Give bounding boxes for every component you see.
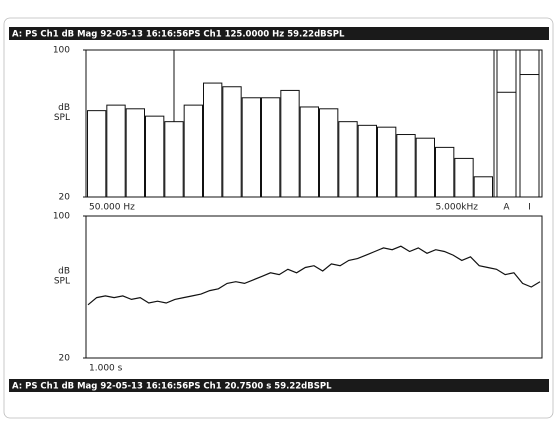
y-axis-label: SPL	[54, 113, 70, 123]
bar	[183, 104, 204, 198]
header-bar	[9, 27, 549, 40]
y-tick-label: 20	[59, 193, 71, 203]
header-text: A: PS Ch1 dB Mag 92-05-13 16:16:56PS Ch1…	[12, 30, 345, 40]
bar	[222, 86, 242, 198]
bar	[519, 74, 540, 198]
bar	[280, 89, 300, 198]
meter-box	[519, 49, 540, 198]
y-axis-label: dB	[58, 103, 70, 113]
plot-frame	[493, 49, 543, 198]
y-tick-label: 100	[53, 46, 70, 56]
y-axis-label: SPL	[54, 277, 70, 287]
bar	[415, 137, 435, 198]
bar	[106, 104, 126, 198]
bar	[396, 134, 416, 198]
bar	[241, 97, 262, 198]
footer-text: A: PS Ch1 dB Mag 92-05-13 16:16:56PS Ch1…	[12, 382, 332, 392]
bar	[125, 108, 145, 198]
bar	[319, 108, 339, 198]
line	[87, 245, 541, 306]
bar	[261, 97, 281, 198]
bar	[473, 176, 493, 198]
bar	[338, 121, 358, 198]
bar	[454, 157, 474, 198]
bar	[203, 82, 223, 198]
bar	[87, 110, 107, 198]
x-axis-label: 5.000kHz	[436, 203, 479, 213]
y-axis-label: dB	[58, 267, 70, 277]
plot-frame	[85, 215, 543, 359]
x-tick-label: I	[528, 203, 531, 213]
meter-box	[496, 49, 517, 198]
x-tick-label: A	[503, 203, 510, 213]
y-tick-label: 20	[59, 354, 71, 364]
bar	[164, 121, 184, 198]
bar	[357, 124, 377, 198]
bar	[496, 91, 517, 198]
bar	[299, 106, 319, 198]
x-axis-label: 50.000 Hz	[89, 203, 135, 213]
footer-bar	[9, 379, 549, 392]
bar	[377, 126, 397, 198]
y-tick-label: 100	[53, 212, 70, 222]
x-axis-label: 1.000 s	[89, 364, 123, 374]
bar	[435, 146, 455, 198]
bar	[145, 115, 165, 198]
